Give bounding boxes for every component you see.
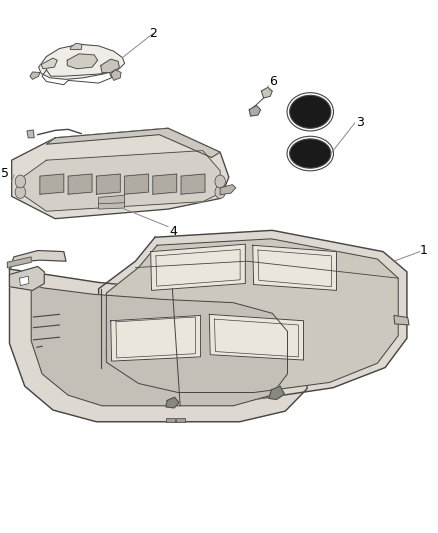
Polygon shape [31,284,287,406]
Polygon shape [67,54,98,69]
Polygon shape [30,72,40,79]
Circle shape [15,185,25,198]
Text: 4: 4 [170,225,177,238]
Text: 5: 5 [1,167,9,181]
Polygon shape [96,174,120,194]
Polygon shape [46,128,220,158]
Polygon shape [111,70,121,80]
Polygon shape [99,230,407,399]
Polygon shape [106,239,398,392]
Ellipse shape [290,95,331,128]
Polygon shape [249,106,261,116]
Text: 6: 6 [269,75,277,88]
Polygon shape [21,151,220,211]
Ellipse shape [290,139,331,168]
Polygon shape [12,128,229,219]
Polygon shape [253,245,336,290]
Text: 3: 3 [356,117,364,130]
Polygon shape [10,251,66,269]
Polygon shape [111,316,201,361]
Polygon shape [39,44,124,79]
Polygon shape [153,174,177,194]
Polygon shape [166,397,179,408]
Circle shape [215,175,226,188]
Circle shape [15,175,25,188]
Polygon shape [209,314,304,360]
Polygon shape [394,316,409,325]
Polygon shape [124,174,148,194]
Polygon shape [71,43,82,50]
Polygon shape [261,87,272,98]
Text: 2: 2 [149,27,157,40]
Polygon shape [40,174,64,194]
Polygon shape [151,244,245,290]
Polygon shape [99,200,124,209]
Polygon shape [166,418,175,422]
Polygon shape [20,276,29,286]
Polygon shape [99,195,124,204]
Polygon shape [101,59,120,72]
Polygon shape [176,418,184,422]
Polygon shape [27,130,34,138]
Polygon shape [269,386,284,399]
Polygon shape [10,269,309,422]
Polygon shape [10,266,44,290]
Polygon shape [181,174,205,194]
Polygon shape [68,174,92,194]
Polygon shape [41,58,57,69]
Polygon shape [220,184,236,195]
Text: 1: 1 [420,244,427,257]
Polygon shape [7,257,31,268]
Circle shape [215,185,226,198]
